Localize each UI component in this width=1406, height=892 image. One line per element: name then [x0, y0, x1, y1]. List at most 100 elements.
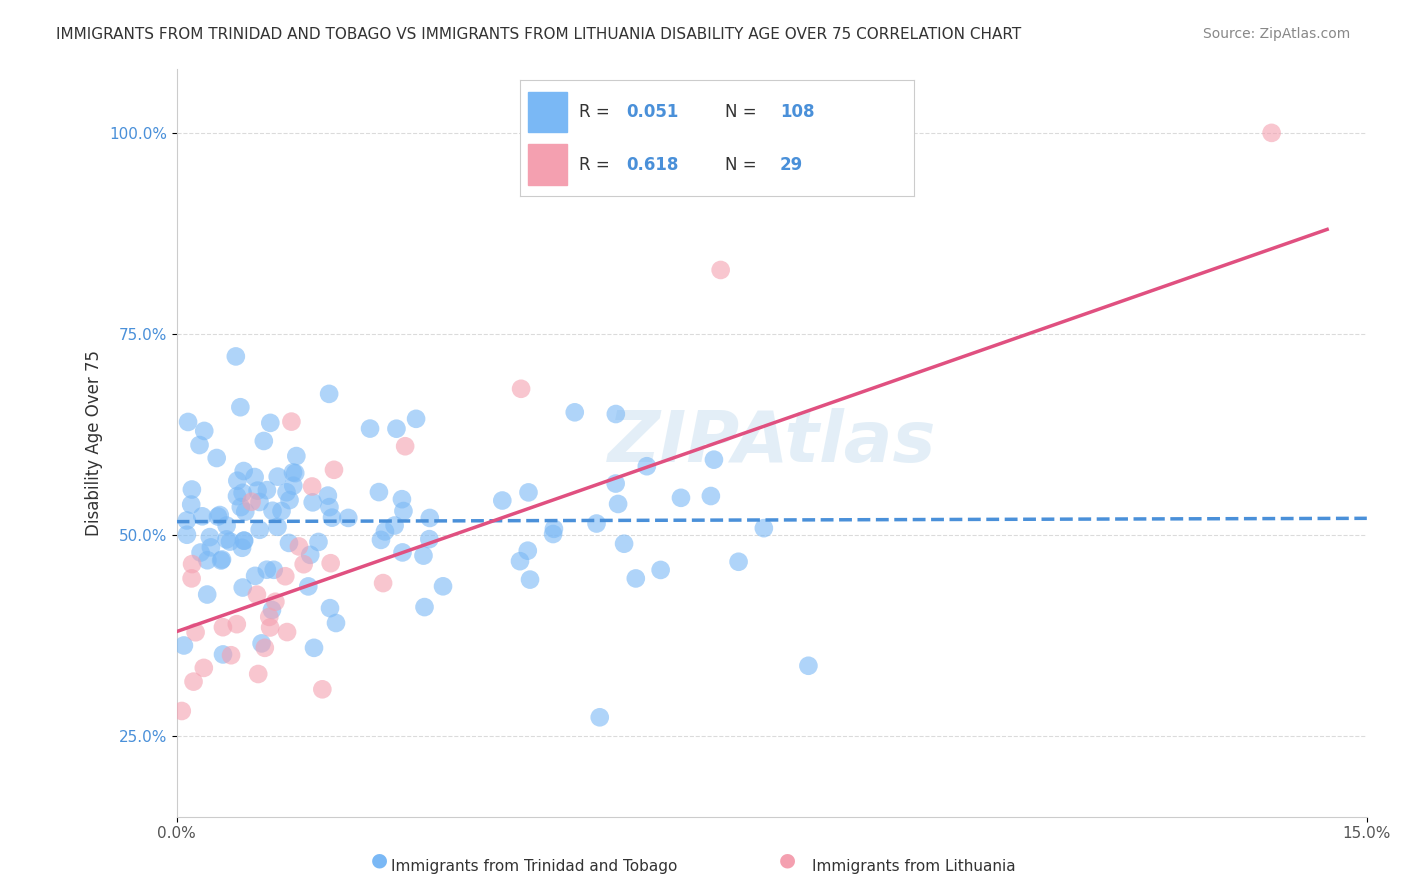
Point — [259, 416, 281, 430]
Point — [263, 563, 285, 577]
Point — [297, 579, 319, 593]
Point — [267, 469, 290, 483]
Point — [259, 620, 281, 634]
Point — [541, 527, 564, 541]
Point — [589, 710, 612, 724]
Bar — [529, 92, 568, 132]
Point — [232, 485, 254, 500]
Point — [281, 466, 304, 480]
Point — [198, 530, 221, 544]
Point — [319, 601, 342, 615]
Point — [519, 573, 541, 587]
Point — [177, 415, 200, 429]
Text: ZIPAtlas: ZIPAtlas — [607, 408, 936, 477]
Point — [585, 516, 607, 531]
Point — [543, 522, 565, 536]
Point — [280, 415, 302, 429]
Point — [311, 682, 333, 697]
Text: ●: ● — [371, 851, 388, 870]
Point — [323, 463, 346, 477]
Text: N =: N = — [725, 156, 762, 174]
Point — [516, 543, 538, 558]
Point — [188, 438, 211, 452]
Point — [211, 552, 233, 566]
Point — [284, 466, 307, 480]
Point — [797, 658, 820, 673]
Point — [193, 661, 215, 675]
Point — [636, 459, 658, 474]
Point — [262, 504, 284, 518]
Point — [418, 532, 440, 546]
Point — [302, 640, 325, 655]
Point — [337, 511, 360, 525]
Point — [259, 610, 281, 624]
Point — [250, 636, 273, 650]
Point — [700, 489, 723, 503]
Point — [215, 533, 238, 547]
Point — [384, 518, 406, 533]
Point — [232, 533, 254, 548]
Point — [170, 704, 193, 718]
Point — [308, 535, 330, 549]
Point — [394, 439, 416, 453]
Point — [264, 595, 287, 609]
Text: Source: ZipAtlas.com: Source: ZipAtlas.com — [1202, 27, 1350, 41]
Point — [207, 509, 229, 524]
Text: R =: R = — [579, 156, 616, 174]
Point — [391, 492, 413, 507]
Point — [278, 493, 301, 508]
Point — [374, 524, 396, 539]
Point — [247, 667, 270, 681]
Point — [274, 569, 297, 583]
Text: 29: 29 — [780, 156, 803, 174]
Point — [180, 571, 202, 585]
Point — [209, 553, 232, 567]
Point — [246, 588, 269, 602]
Point — [226, 489, 249, 503]
Text: N =: N = — [725, 103, 762, 120]
Point — [180, 498, 202, 512]
Point — [229, 401, 252, 415]
Text: 108: 108 — [780, 103, 814, 120]
Point — [190, 545, 212, 559]
Point — [219, 648, 242, 663]
Text: 0.618: 0.618 — [627, 156, 679, 174]
Point — [232, 581, 254, 595]
Point — [249, 523, 271, 537]
Point — [212, 620, 235, 634]
Point — [243, 470, 266, 484]
Point — [607, 497, 630, 511]
Point — [229, 500, 252, 514]
Point — [173, 639, 195, 653]
Point — [318, 387, 340, 401]
Point — [243, 569, 266, 583]
Point — [215, 518, 238, 533]
Point — [195, 588, 218, 602]
Point — [200, 541, 222, 555]
Point — [325, 615, 347, 630]
Point — [256, 483, 278, 497]
Point — [183, 674, 205, 689]
Point — [710, 263, 733, 277]
Point — [613, 537, 636, 551]
Text: IMMIGRANTS FROM TRINIDAD AND TOBAGO VS IMMIGRANTS FROM LITHUANIA DISABILITY AGE : IMMIGRANTS FROM TRINIDAD AND TOBAGO VS I… — [56, 27, 1022, 42]
Point — [176, 513, 198, 527]
Point — [368, 485, 391, 500]
Point — [253, 640, 276, 655]
Point — [319, 556, 342, 570]
Point — [184, 625, 207, 640]
Point — [270, 504, 292, 518]
Point — [299, 548, 322, 562]
Point — [176, 527, 198, 541]
Point — [752, 521, 775, 535]
Point — [564, 405, 586, 419]
Point — [253, 434, 276, 448]
Point — [191, 509, 214, 524]
Point — [509, 554, 531, 568]
Point — [301, 479, 323, 493]
Point — [318, 500, 340, 515]
Point — [180, 483, 202, 497]
Point — [233, 505, 256, 519]
Point — [371, 576, 394, 591]
Text: Immigrants from Lithuania: Immigrants from Lithuania — [813, 859, 1015, 874]
